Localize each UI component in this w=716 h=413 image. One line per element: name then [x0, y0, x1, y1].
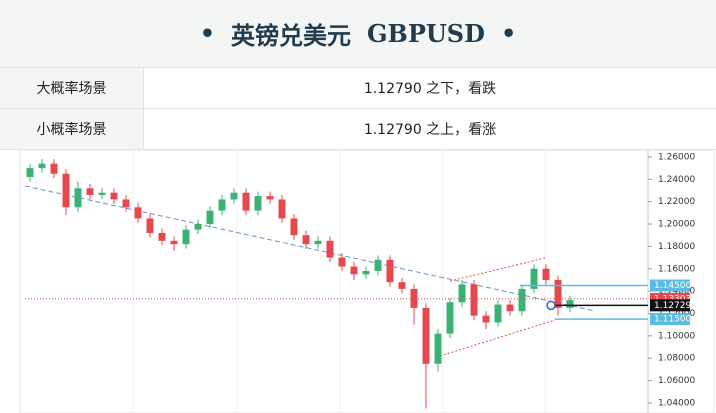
symbol: GBPUSD	[367, 19, 485, 48]
candle-body	[482, 315, 490, 323]
candle-body	[434, 333, 442, 364]
candle-body	[242, 192, 250, 211]
dot: •	[500, 19, 517, 48]
candle-body	[494, 304, 502, 323]
candle-body	[566, 300, 574, 308]
y-tick-label: 1.26000	[658, 152, 695, 162]
candle-body	[350, 266, 358, 275]
candle-body	[458, 284, 466, 303]
candle-body	[386, 259, 394, 283]
candle-body	[206, 210, 214, 225]
candle-body	[134, 207, 142, 219]
candle-body	[446, 302, 454, 334]
candle-body	[470, 284, 478, 316]
dot: •	[199, 19, 216, 48]
table-row: 小概率场景 1.12790 之上，看涨	[0, 109, 716, 150]
candle-body	[182, 229, 190, 245]
price-tag-label: 1.14500	[654, 281, 691, 291]
candle-body	[278, 199, 286, 219]
candle-body	[506, 304, 514, 312]
y-tick-label: 1.10000	[658, 331, 695, 341]
y-tick-label: 1.24000	[658, 175, 695, 185]
candle-body	[530, 268, 538, 289]
candle-body	[398, 282, 406, 289]
candle-body	[422, 307, 430, 364]
candle-body	[542, 268, 550, 280]
chart: 1.040001.060001.080001.100001.120001.140…	[19, 149, 715, 413]
y-tick-label: 1.06000	[658, 376, 695, 386]
candle-body	[38, 163, 46, 169]
y-tick-label: 1.20000	[658, 220, 695, 230]
price-tag-label: 1.12729	[654, 301, 691, 311]
candle-body	[194, 224, 202, 230]
candle-body	[554, 279, 562, 308]
price-tag-label: 1.11500	[654, 315, 691, 325]
y-tick-label: 1.18000	[658, 242, 695, 252]
candle-body	[26, 168, 34, 178]
candle-body	[254, 196, 262, 211]
candle-body	[98, 192, 106, 195]
candle-body	[86, 188, 94, 195]
candle-body	[158, 232, 166, 241]
price-tag	[650, 313, 690, 326]
y-tick-label: 1.04000	[658, 398, 695, 408]
title: 英镑兑美元	[231, 21, 352, 50]
price-tag	[650, 279, 690, 292]
candle-body	[410, 288, 418, 308]
candle-body	[146, 218, 154, 233]
y-tick-label: 1.16000	[658, 264, 695, 274]
candle-body	[302, 235, 310, 245]
candle-body	[266, 196, 274, 200]
candle-body	[230, 192, 238, 200]
table-row: 大概率场景 1.12790 之下，看跌	[0, 68, 716, 109]
y-tick-label: 1.22000	[658, 197, 695, 207]
marker	[546, 300, 556, 311]
chart-frame	[19, 149, 715, 413]
candle-body	[74, 188, 82, 208]
candle-body	[50, 163, 58, 174]
candle-body	[218, 199, 226, 211]
candle-body	[518, 288, 526, 312]
candle-body	[170, 240, 178, 245]
cell: 1.12790 之下，看跌	[363, 81, 497, 97]
candle-body	[314, 240, 322, 245]
trend-line	[24, 185, 596, 312]
cell: 大概率场景	[0, 68, 144, 108]
price-tag	[650, 299, 690, 312]
candle-body	[122, 199, 130, 208]
candle-body	[338, 257, 346, 267]
y-tick-label: 1.08000	[658, 354, 695, 364]
cell: 1.12790 之上，看涨	[363, 122, 497, 138]
candle-body	[62, 173, 70, 208]
candle-body	[110, 192, 118, 200]
channel-line	[449, 257, 546, 282]
header: • 英镑兑美元 GBPUSD •	[0, 0, 716, 68]
candle-body	[374, 259, 382, 271]
candle-body	[326, 240, 334, 258]
candle-body	[362, 270, 370, 275]
cell: 小概率场景	[0, 109, 144, 149]
channel-line	[439, 319, 556, 357]
candle-body	[290, 218, 298, 236]
y-tick-label: 1.14000	[658, 287, 695, 297]
